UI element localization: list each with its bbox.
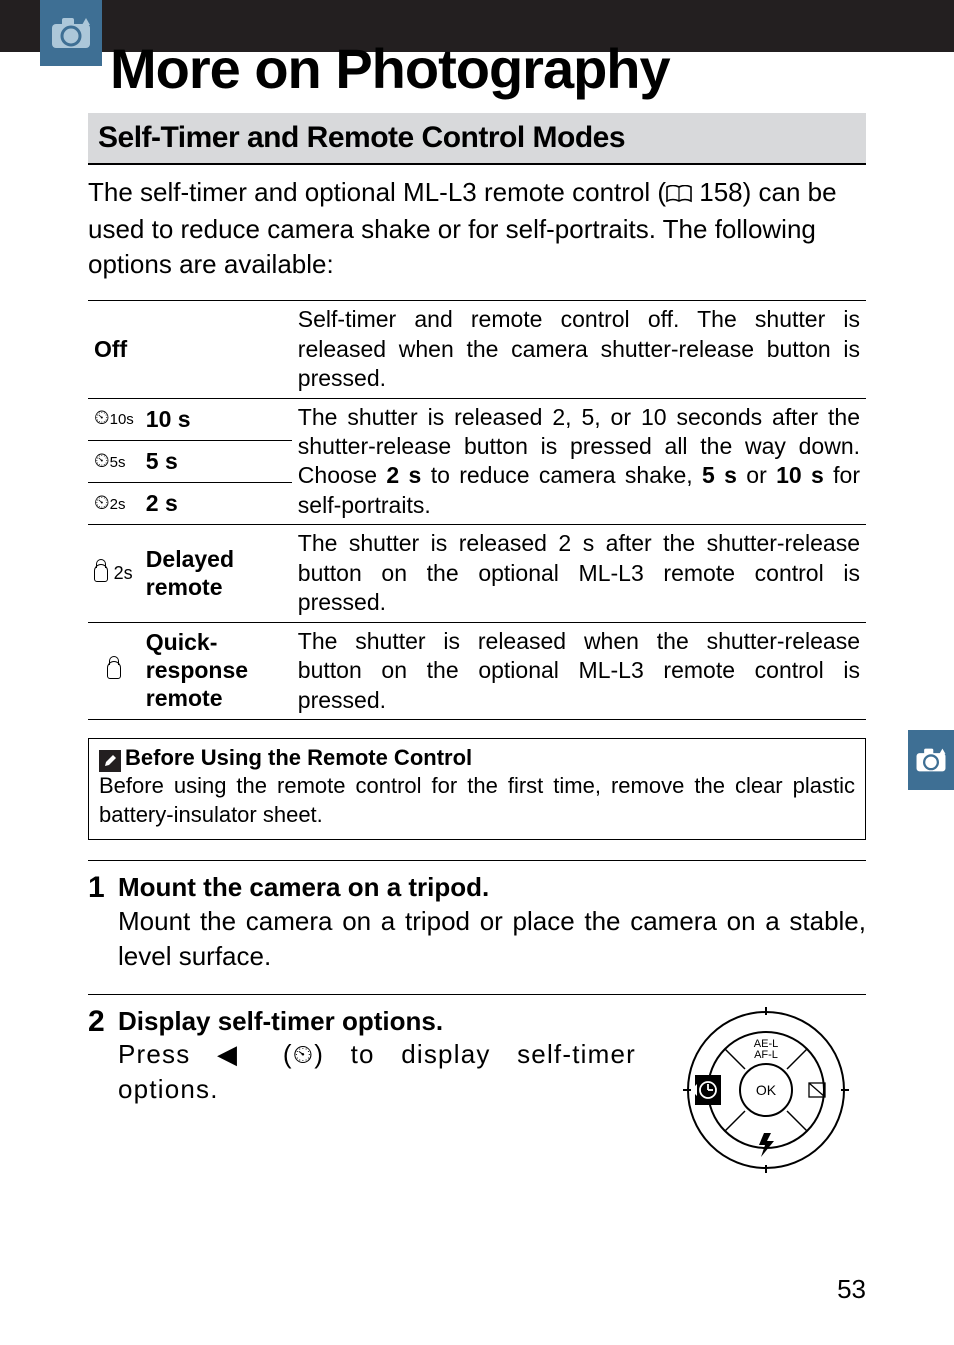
- step-1-num: 1: [88, 871, 108, 974]
- intro-ref: 158: [699, 177, 742, 207]
- left-triangle-icon: ◀: [217, 1039, 256, 1069]
- step-2-head: Display self-timer options.: [118, 1005, 636, 1038]
- step-2: 2 Display self-timer options. Press ◀ (⏲…: [88, 994, 866, 1195]
- step-1: 1 Mount the camera on a tripod. Mount th…: [88, 860, 866, 994]
- s2-b: (: [256, 1039, 292, 1069]
- tip-box: Before Using the Remote Control Before u…: [88, 738, 866, 840]
- step-2-num: 2: [88, 1005, 108, 1175]
- step-2-body: Press ◀ (⏲) to display self-timer option…: [118, 1037, 636, 1107]
- tip-title: Before Using the Remote Control: [99, 745, 855, 772]
- mode-10s-icon: ⏲10s: [88, 398, 140, 440]
- t-e: or: [737, 462, 776, 488]
- camera-mode-icon: [40, 0, 102, 66]
- mode-delayed-desc: The shutter is released 2 s after the sh…: [292, 525, 866, 622]
- mode-quick-label: Quick-response remote: [140, 622, 292, 719]
- t-c: to reduce camera shake,: [421, 462, 702, 488]
- tip-title-text: Before Using the Remote Control: [125, 745, 472, 770]
- mode-delayed-label: Delayed remote: [140, 525, 292, 622]
- side-tab: [908, 730, 954, 790]
- mode-off-label: Off: [88, 301, 292, 398]
- modes-table: Off Self-timer and remote control off. T…: [88, 300, 866, 720]
- t-d: 5 s: [702, 462, 737, 488]
- mode-delayed-icon: 2s: [88, 525, 140, 622]
- mode-2s-label: 2 s: [140, 483, 292, 525]
- svg-text:OK: OK: [756, 1082, 777, 1098]
- mode-2s-icon: ⏲2s: [88, 483, 140, 525]
- mode-10s-label: 10 s: [140, 398, 292, 440]
- t-b: 2 s: [386, 462, 421, 488]
- tip-body: Before using the remote control for the …: [99, 772, 855, 829]
- mode-quick-desc: The shutter is released when the shutter…: [292, 622, 866, 719]
- step-1-body: Mount the camera on a tripod or place th…: [118, 904, 866, 974]
- intro-text: The self-timer and optional ML-L3 remote…: [88, 175, 866, 282]
- steps: 1 Mount the camera on a tripod. Mount th…: [88, 860, 866, 1195]
- delayed-suffix: 2s: [114, 563, 133, 583]
- chapter-title: More on Photography: [110, 36, 670, 101]
- mode-off-desc: Self-timer and remote control off. The s…: [292, 301, 866, 398]
- page-number: 53: [837, 1274, 866, 1305]
- dpad-illustration: OK AE-L AF-L: [666, 1005, 866, 1175]
- mode-timer-desc: The shutter is released 2, 5, or 10 seco…: [292, 398, 866, 525]
- t-f: 10 s: [776, 462, 824, 488]
- chapter-title-row: More on Photography: [0, 32, 954, 101]
- self-timer-icon: ⏲: [293, 1039, 314, 1069]
- intro-part1: The self-timer and optional ML-L3 remote…: [88, 177, 666, 207]
- mode-5s-label: 5 s: [140, 440, 292, 482]
- s2-a: Press: [118, 1039, 217, 1069]
- page-ref-icon: [666, 177, 692, 212]
- step-1-head: Mount the camera on a tripod.: [118, 871, 866, 904]
- mode-quick-icon: [88, 622, 140, 719]
- section-heading: Self-Timer and Remote Control Modes: [88, 113, 866, 165]
- pencil-icon: [99, 750, 121, 772]
- mode-5s-icon: ⏲5s: [88, 440, 140, 482]
- svg-text:AF-L: AF-L: [754, 1049, 778, 1061]
